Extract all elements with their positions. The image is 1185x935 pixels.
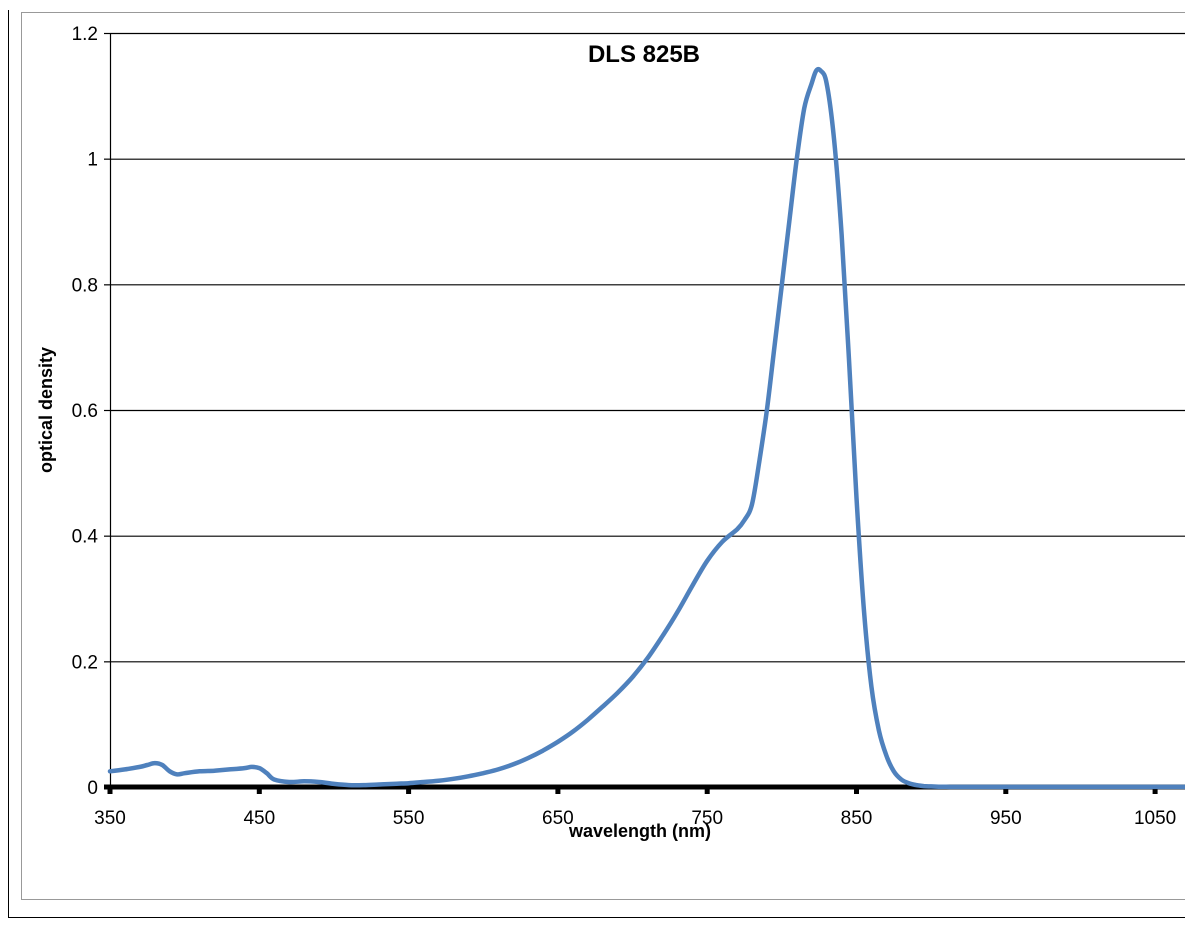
x-tick-labels: 350 450 550 650 750 850 950 1050	[94, 808, 1176, 829]
x-tick-label-7: 1050	[1134, 808, 1176, 829]
y-tick-label-2: 0.4	[72, 527, 99, 548]
y-tick-label-1: 0.2	[72, 652, 98, 673]
x-tick-mark-5	[854, 785, 859, 794]
x-tick-mark-2	[406, 785, 412, 794]
x-tick-label-2: 550	[393, 808, 425, 829]
y-tick-label-3: 0.6	[72, 401, 98, 422]
x-tick-label-0: 350	[94, 808, 126, 829]
x-tick-mark-3	[555, 785, 561, 794]
x-tick-label-5: 850	[841, 808, 873, 829]
y-tick-label-5: 1	[87, 150, 98, 171]
x-tick-mark-6	[1003, 785, 1009, 794]
y-tick-labels: 0 0.2 0.4 0.6 0.8 1 1.2	[72, 24, 99, 799]
x-axis-title: wavelength (nm)	[568, 821, 711, 841]
series-line-0	[107, 66, 1185, 790]
x-tick-mark-0	[107, 785, 113, 794]
x-tick-label-4: 750	[691, 808, 723, 829]
y-axis-title: optical density	[36, 347, 56, 473]
x-tick-mark-7	[1152, 785, 1158, 794]
y-tick-label-4: 0.8	[72, 275, 98, 296]
chart-title: DLS 825B	[588, 41, 700, 68]
x-tick-mark-1	[256, 785, 262, 794]
grid-layer	[110, 32, 1185, 663]
axis-layer	[104, 32, 1185, 794]
x-tick-label-3: 650	[542, 808, 574, 829]
x-tick-label-6: 950	[990, 808, 1022, 829]
series-layer	[107, 66, 1185, 790]
y-tick-label-0: 0	[87, 778, 98, 799]
y-tick-label-6: 1.2	[72, 24, 98, 45]
x-tick-label-1: 450	[243, 808, 275, 829]
x-tick-mark-4	[704, 785, 710, 794]
